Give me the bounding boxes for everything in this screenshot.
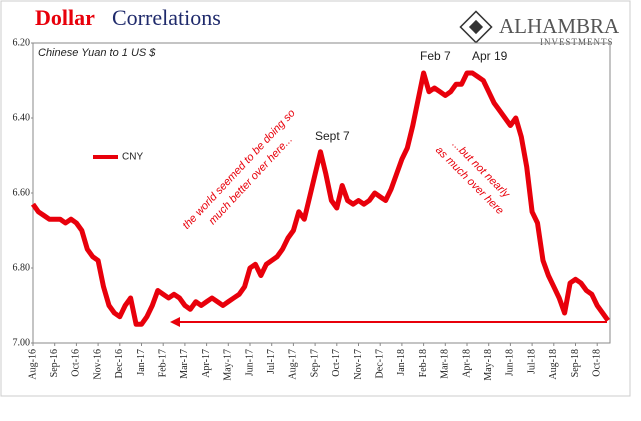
x-tick-label: Feb-17 (157, 349, 168, 377)
x-tick-label: Aug-18 (548, 349, 559, 380)
y-tick-label: 6.60 (13, 187, 31, 198)
annotation: Feb 7 (420, 49, 451, 63)
x-tick-label: Mar-17 (179, 349, 190, 379)
plot-frame (32, 42, 611, 344)
logo-subtitle: INVESTMENTS (540, 37, 614, 47)
x-tick-label: Jul-18 (526, 349, 537, 374)
logo-mark (459, 10, 493, 44)
line-series (30, 70, 611, 327)
x-tick-label: Sep-17 (309, 349, 320, 377)
x-tick-label: Jul-17 (266, 349, 277, 374)
subtitle: Chinese Yuan to 1 US $ (38, 47, 156, 59)
title-part: Dollar (35, 5, 95, 30)
x-tick-label: Aug-17 (288, 349, 299, 380)
y-tick-label: 6.20 (13, 37, 31, 48)
y-tick-label: 6.80 (13, 262, 31, 273)
x-tick-label: Jun-17 (244, 349, 255, 376)
legend-label: CNY (122, 152, 143, 163)
title-part: Correlations (112, 5, 221, 30)
annotation: Apr 19 (472, 49, 508, 63)
x-tick-label: Sep-18 (570, 349, 581, 377)
x-tick-label: Oct-17 (331, 349, 342, 377)
outer-border (0, 0, 631, 397)
x-tick-label: Oct-18 (591, 349, 602, 377)
annotation: the world seemed to be doing so (180, 107, 297, 231)
x-tick-label: Dec-17 (374, 349, 385, 378)
x-tick-label: Apr-17 (201, 349, 212, 378)
annotation: Sept 7 (315, 129, 350, 143)
logo-name: ALHAMBRA (499, 14, 620, 38)
x-tick-label: May-18 (483, 349, 494, 381)
x-tick-label: Apr-18 (461, 349, 472, 378)
x-tick-label: Mar-18 (440, 349, 451, 379)
x-tick-label: Jun-18 (505, 349, 516, 376)
x-tick-label: Feb-18 (418, 349, 429, 377)
x-tick-label: Oct-16 (71, 349, 82, 377)
x-tick-label: Nov-17 (353, 349, 364, 380)
x-tick-label: Jan-17 (136, 349, 147, 376)
y-tick-label: 7.00 (13, 337, 31, 348)
y-tick-label: 6.40 (13, 112, 31, 123)
x-tick-label: Dec-16 (114, 349, 125, 378)
arrow (170, 317, 607, 327)
x-tick-label: Aug-16 (27, 349, 38, 380)
x-tick-label: Sep-16 (49, 349, 60, 377)
x-tick-label: Jan-18 (396, 349, 407, 376)
x-tick-label: Nov-16 (92, 349, 103, 380)
x-tick-label: May-17 (223, 349, 234, 381)
